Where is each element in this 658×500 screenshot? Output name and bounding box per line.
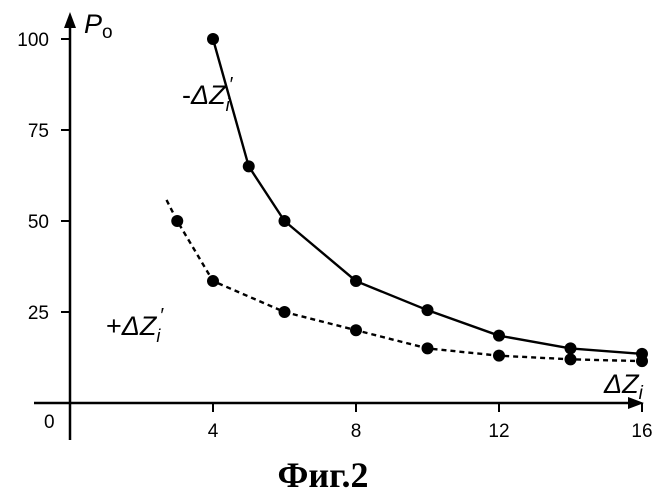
y-axis-label-sub: o [102,22,113,43]
data-point-minus [493,330,505,342]
series-line-plus [167,200,642,361]
data-point-plus [279,306,291,318]
data-point-minus [207,33,219,45]
data-point-minus [243,160,255,172]
x-tick-label: 16 [631,421,652,442]
x-axis-label: ΔZi [603,369,644,404]
series-label-minus-sign: - [182,80,191,110]
data-point-plus [636,355,648,367]
series-label-plus-sub: i [156,326,161,346]
series-label-minus-base: ΔZ [190,80,227,110]
figure-caption: Фиг.2 [278,455,369,495]
data-point-plus [171,215,183,227]
data-point-minus [279,215,291,227]
x-axis-label-sub: i [639,383,644,404]
data-point-plus [422,342,434,354]
series-group [167,33,648,367]
data-point-minus [350,275,362,287]
data-point-plus [350,324,362,336]
y-tick-label: 100 [17,30,49,51]
x-tick-label: 12 [488,421,509,442]
data-point-plus [493,350,505,362]
y-axis-label-main: P [84,9,102,39]
series-label-minus-prime: ′ [230,74,234,96]
y-axis-label: Po [84,9,113,43]
x-axis-label-main: ΔZ [603,369,640,399]
x-tick-label: 8 [351,421,362,442]
data-point-minus [565,342,577,354]
data-point-plus [207,275,219,287]
ticks-group: 4 8 12 16 25 50 75 100 [17,30,652,442]
data-point-plus [565,353,577,365]
y-axis-arrow [64,12,76,28]
data-point-minus [422,304,434,316]
series-label-plus-prime: ′ [160,305,164,327]
series-label-plus-base: ΔZ [121,311,158,341]
series-label-plus: +ΔZi′ [106,305,164,346]
origin-label: 0 [44,412,55,433]
y-tick-label: 50 [28,212,49,233]
y-tick-label: 25 [28,303,49,324]
y-tick-label: 75 [28,121,49,142]
x-tick-label: 4 [208,421,219,442]
series-label-plus-sign: + [106,311,122,341]
series-label-minus: -ΔZi′ [182,74,234,115]
